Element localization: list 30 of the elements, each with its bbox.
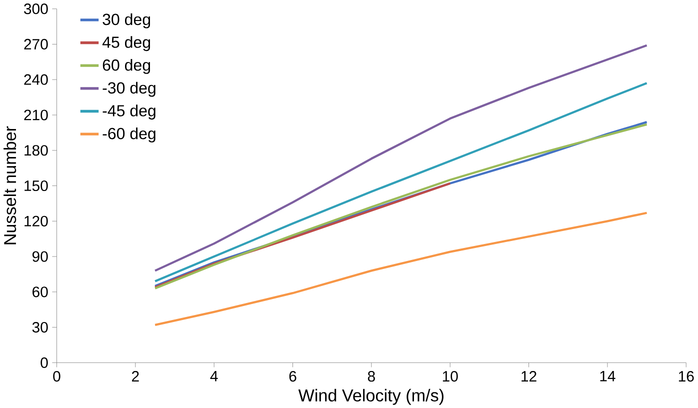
y-tick-label: 90 xyxy=(32,251,48,262)
y-tick-label: 0 xyxy=(40,357,48,368)
x-tick-label: 10 xyxy=(442,370,458,382)
x-axis-title: Wind Velocity (m/s) xyxy=(298,388,444,405)
x-tick-label: 6 xyxy=(289,370,296,382)
y-tick-label: 210 xyxy=(24,109,48,120)
y-axis-title: Nusselt number xyxy=(4,126,16,244)
y-tick-label: 180 xyxy=(24,144,48,156)
x-tick-label: 0 xyxy=(53,370,60,382)
x-tick-label: 8 xyxy=(368,370,375,382)
y-tick-label: 60 xyxy=(32,286,48,298)
legend-label: 30 deg xyxy=(102,13,150,28)
x-tick-label: 16 xyxy=(678,370,694,382)
x-tick-label: 2 xyxy=(132,370,139,382)
line-series xyxy=(154,182,452,288)
y-tick-label: 30 xyxy=(32,322,48,332)
legend-label: 60 deg xyxy=(102,58,150,74)
legend-label: -45 deg xyxy=(102,104,156,120)
x-tick-label: 14 xyxy=(600,370,616,382)
legend-label: 45 deg xyxy=(102,36,150,51)
legend-label: -30 deg xyxy=(102,82,156,97)
y-tick-label: 270 xyxy=(24,38,48,50)
x-tick-label: 12 xyxy=(522,370,536,382)
line-series xyxy=(154,82,648,282)
legend-label: -60 deg xyxy=(102,127,156,142)
y-tick-label: 120 xyxy=(24,216,48,226)
x-tick-label: 4 xyxy=(210,370,218,382)
y-tick-label: 240 xyxy=(24,74,48,85)
y-tick-label: 150 xyxy=(24,180,48,191)
y-tick-label: 300 xyxy=(24,3,48,14)
